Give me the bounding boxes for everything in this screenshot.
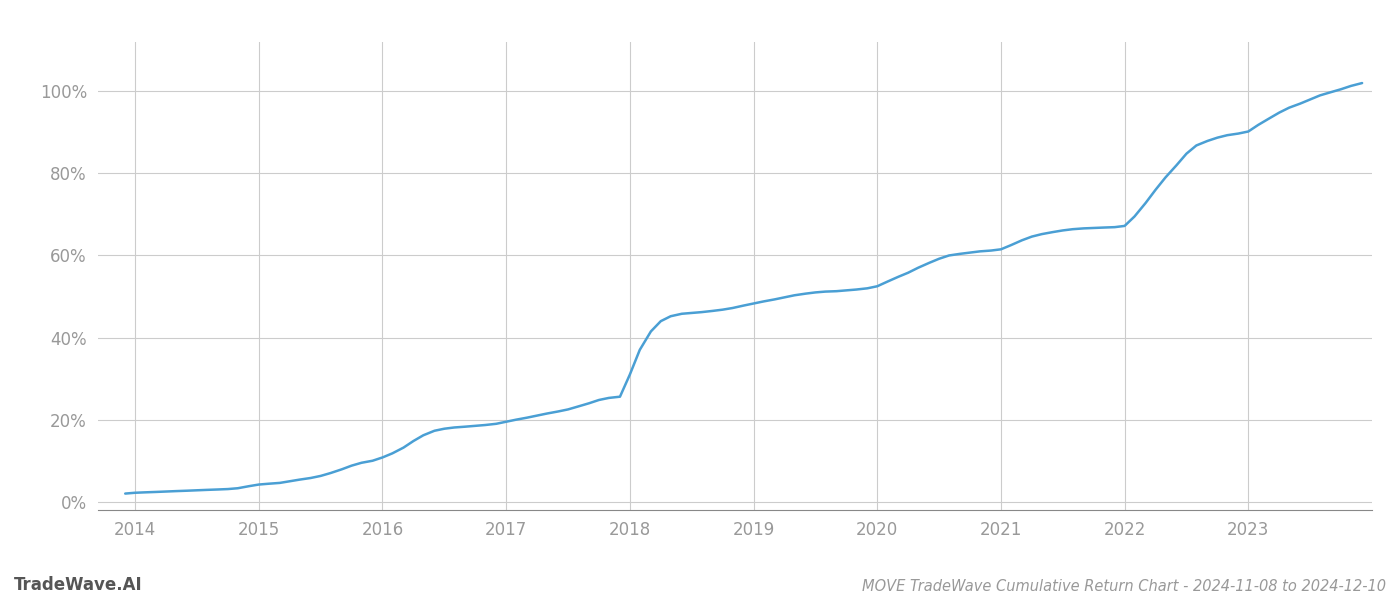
- Text: TradeWave.AI: TradeWave.AI: [14, 576, 143, 594]
- Text: MOVE TradeWave Cumulative Return Chart - 2024-11-08 to 2024-12-10: MOVE TradeWave Cumulative Return Chart -…: [862, 579, 1386, 594]
